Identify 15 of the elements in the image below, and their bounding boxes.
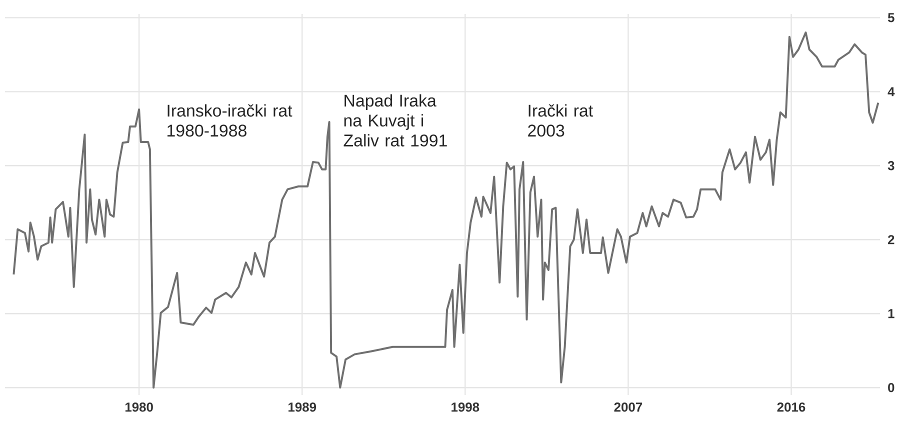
x-tick-label: 2007 (614, 402, 642, 412)
x-tick-label: 1980 (125, 402, 153, 412)
annotation: Irački rat 2003 (528, 104, 593, 137)
x-tick-label: 1989 (288, 402, 316, 412)
x-tick-label: 2016 (777, 402, 806, 412)
y-tick-label: 2 (888, 235, 894, 244)
y-tick-label: 5 (888, 13, 894, 22)
y-tick-label: 1 (888, 309, 894, 318)
y-tick-label: 4 (888, 87, 895, 96)
annotation: Iransko-irački rat 1980-1988 (168, 104, 292, 137)
y-tick-label: 3 (888, 161, 894, 170)
annotation: Napad Iraka na Kuvajt i Zaliv rat 1991 (344, 94, 447, 146)
x-tick-label: 1998 (452, 402, 480, 412)
line-series (12, 31, 880, 389)
y-tick-label: 0 (888, 383, 894, 392)
